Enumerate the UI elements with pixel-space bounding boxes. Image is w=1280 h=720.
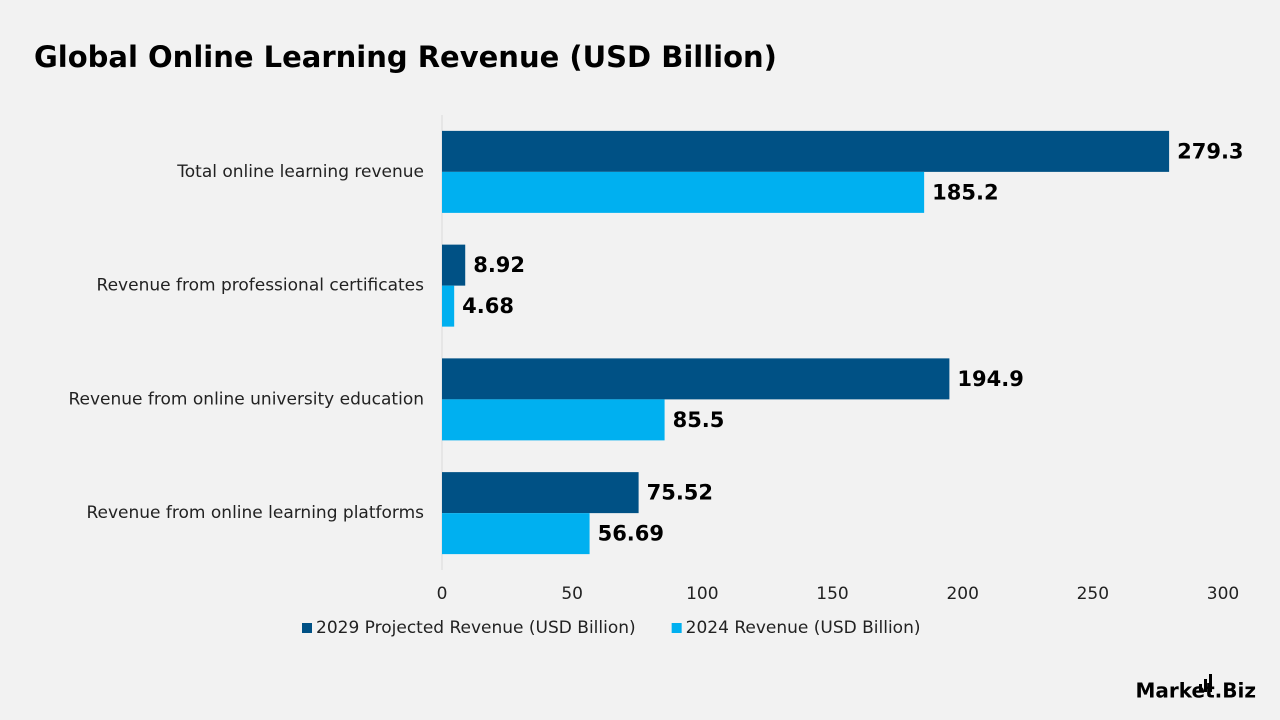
legend-label: 2024 Revenue (USD Billion) [686, 618, 921, 638]
y-tick-label: Revenue from online learning platforms [86, 503, 424, 523]
value-label: 194.9 [957, 367, 1023, 391]
x-tick-label: 200 [946, 584, 978, 604]
bar [442, 399, 665, 441]
x-tick-label: 300 [1207, 584, 1239, 604]
legend-swatch [302, 623, 312, 633]
legend-label: 2029 Projected Revenue (USD Billion) [316, 618, 636, 638]
value-label: 75.52 [647, 481, 713, 505]
x-tick-label: 250 [1077, 584, 1109, 604]
logo: Market.Biz [1136, 674, 1257, 703]
logo-text: Market.Biz [1136, 679, 1257, 703]
bar [442, 358, 950, 400]
x-tick-label: 150 [816, 584, 848, 604]
x-tick-label: 50 [561, 584, 583, 604]
value-label: 185.2 [932, 180, 998, 204]
bar [442, 130, 1170, 172]
value-label: 8.92 [473, 253, 525, 277]
bar [442, 171, 925, 213]
bar [442, 513, 590, 555]
legend-swatch [671, 623, 682, 633]
bar [442, 285, 455, 327]
y-tick-label: Revenue from professional certificates [97, 276, 425, 296]
logo-icon [1199, 684, 1202, 692]
y-tick-label: Revenue from online university education [68, 389, 424, 409]
x-tick-label: 100 [686, 584, 718, 604]
bar [442, 244, 466, 286]
logo-icon [1204, 679, 1207, 692]
y-tick-label: Total online learning revenue [176, 162, 424, 182]
value-label: 279.3 [1177, 139, 1243, 163]
logo-icon [1209, 674, 1212, 692]
bar [442, 472, 639, 514]
value-label: 4.68 [462, 294, 514, 318]
value-label: 56.69 [598, 522, 664, 546]
x-tick-label: 0 [437, 584, 448, 604]
chart-title: Global Online Learning Revenue (USD Bill… [34, 40, 777, 74]
value-label: 85.5 [673, 408, 725, 432]
